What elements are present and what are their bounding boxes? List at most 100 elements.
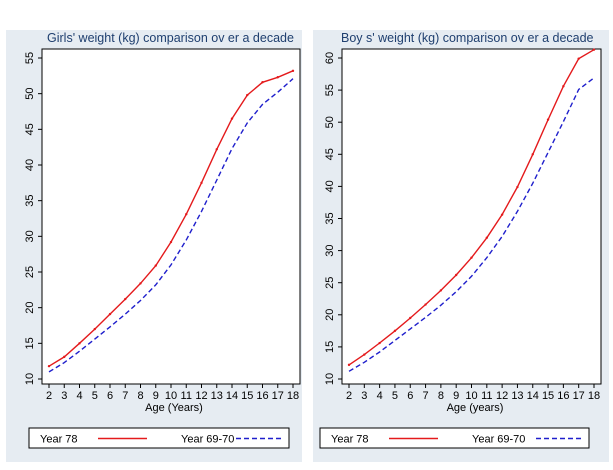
x-tick-label: 7 [423,390,429,402]
y-tick-label: 50 [24,88,36,100]
legend [28,427,290,449]
data-point [577,57,580,60]
x-tick-label: 11 [181,390,192,402]
y-tick-label: 15 [324,341,336,353]
data-point [470,256,473,259]
data-point [378,341,381,345]
y-tick-label: 45 [24,123,36,135]
data-point [562,85,565,88]
data-point [393,329,397,333]
plot-area [341,48,602,385]
data-point [409,316,412,320]
x-tick-label: 10 [465,390,477,402]
x-tick-label: 2 [46,390,52,402]
y-tick-label: 25 [24,266,36,278]
data-point [47,364,51,368]
data-point [124,297,127,301]
x-tick-label: 12 [195,390,207,402]
y-tick-label: 50 [324,116,336,128]
data-point [516,185,519,189]
x-tick-label: 14 [527,390,539,402]
y-tick-label: 45 [324,148,336,160]
legend-label-year-69-70: Year 69-70 [181,434,234,446]
x-tick-label: 18 [588,390,600,402]
data-point [424,303,427,306]
data-point [439,289,443,292]
x-tick-label: 10 [165,390,177,402]
series-line-year-69-70 [348,77,595,372]
x-tick-label: 9 [453,390,459,402]
data-point [454,273,458,277]
y-tick-label: 55 [324,84,336,96]
x-tick-label: 12 [496,390,508,402]
x-tick-label: 4 [76,390,82,402]
chart-panel-2: Boy s' weight (kg) comparison ov er a de… [313,30,609,462]
x-axis-label: Age (years) [447,402,504,414]
x-axis-label: Age (Years) [145,402,203,414]
data-point [108,312,112,316]
data-point [185,213,188,216]
y-tick-label: 30 [324,244,336,256]
x-tick-label: 17 [272,390,284,402]
data-point [276,76,279,79]
y-tick-label: 10 [24,373,36,385]
x-tick-label: 6 [407,390,413,402]
x-tick-label: 3 [361,390,367,402]
y-tick-label: 20 [324,309,336,321]
data-point [63,355,66,359]
legend-label-year-78: Year 78 [331,434,369,446]
data-point [485,236,489,239]
x-tick-label: 13 [511,390,523,402]
x-tick-label: 4 [377,390,383,402]
x-tick-label: 5 [92,390,98,402]
x-tick-label: 15 [542,390,554,402]
y-tick-label: 25 [324,277,336,289]
y-tick-label: 55 [24,52,36,64]
data-point [200,181,203,185]
data-point [169,240,173,244]
y-tick-label: 60 [324,52,336,64]
data-point [546,118,550,121]
y-tick-label: 40 [24,159,36,171]
y-tick-label: 30 [24,230,36,242]
chart-title: Girls' weight (kg) comparison ov er a de… [47,31,294,45]
data-point [139,282,142,285]
x-tick-label: 7 [122,390,128,402]
data-point [363,353,366,356]
legend [319,427,590,449]
data-point [93,327,96,331]
x-tick-label: 8 [137,390,143,402]
chart-title: Boy s' weight (kg) comparison ov er a de… [341,31,594,45]
data-point [215,148,218,151]
data-point [291,69,295,73]
y-tick-label: 20 [24,302,36,314]
y-tick-label: 35 [324,212,336,224]
x-tick-label: 8 [438,390,444,402]
data-point [261,81,264,84]
series-line-year-69-70 [48,78,294,373]
plot-area [41,48,301,385]
y-tick-label: 15 [24,337,36,349]
data-point [592,48,596,51]
legend-label-year-69-70: Year 69-70 [472,434,525,446]
y-tick-label: 35 [24,195,36,207]
data-point [78,342,81,345]
x-tick-label: 18 [287,390,299,402]
x-tick-label: 3 [61,390,67,402]
x-tick-label: 9 [153,390,159,402]
data-point [500,213,504,216]
data-point [531,153,534,156]
x-tick-label: 15 [241,390,253,402]
x-tick-label: 14 [226,390,238,402]
x-tick-label: 17 [573,390,585,402]
x-tick-label: 13 [211,390,223,402]
x-tick-label: 16 [557,390,569,402]
data-point [347,363,351,367]
x-tick-label: 6 [107,390,113,402]
y-tick-label: 10 [324,373,336,385]
x-tick-label: 11 [481,390,492,402]
data-point [154,264,157,267]
y-tick-label: 40 [324,180,336,192]
